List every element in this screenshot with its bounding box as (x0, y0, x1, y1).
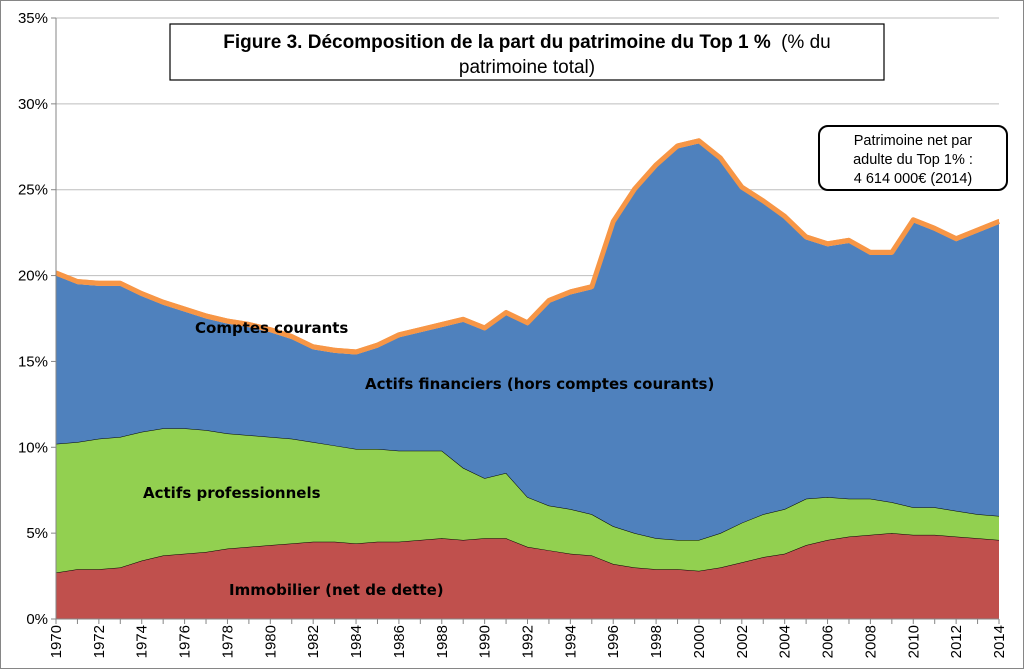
x-tick-label: 2004 (777, 625, 794, 658)
y-tick-label: 20% (18, 268, 48, 285)
annotation-line2: adulte du Top 1% : (853, 152, 973, 168)
x-tick-label: 1976 (177, 625, 194, 658)
x-tick-label: 1974 (134, 625, 151, 658)
x-tick-label: 1992 (520, 625, 537, 658)
y-tick-label: 0% (26, 611, 48, 628)
area-layers (55, 138, 1000, 619)
x-tick-label: 1998 (648, 625, 665, 658)
label-actifs-financiers: Actifs financiers (hors comptes courants… (365, 375, 714, 393)
title-bold: Figure 3. Décomposition de la part du pa… (223, 32, 771, 53)
x-tick-label: 1972 (91, 625, 108, 658)
y-axis-ticks: 0% 5% 10% 15% 20% 25% 30% 35% (18, 10, 57, 628)
y-tick-label: 30% (18, 96, 48, 113)
x-tick-label: 2008 (862, 625, 879, 658)
x-tick-label: 2012 (948, 625, 965, 658)
y-tick-label: 5% (26, 525, 48, 542)
x-tick-label: 1990 (477, 625, 494, 658)
annotation-line1: Patrimoine net par (854, 133, 973, 149)
x-tick-label: 2002 (734, 625, 751, 658)
x-tick-label: 2006 (820, 625, 837, 658)
x-tick-label: 2014 (991, 625, 1008, 658)
x-tick-label: 2000 (691, 625, 708, 658)
title-line2: patrimoine total) (459, 57, 595, 78)
comptes-courants-band (55, 138, 1000, 355)
area-actifs-2 (56, 143, 999, 541)
x-tick-label: 2010 (905, 625, 922, 658)
area-actifs-1 (56, 428, 999, 573)
title-box: Figure 3. Décomposition de la part du pa… (169, 23, 885, 81)
y-tick-label: 35% (18, 10, 48, 27)
label-immobilier: Immobilier (net de dette) (229, 581, 444, 599)
x-tick-label: 1988 (434, 625, 451, 658)
y-tick-label: 10% (18, 439, 48, 456)
x-tick-label: 1980 (262, 625, 279, 658)
x-tick-label: 1982 (305, 625, 322, 658)
x-tick-label: 1970 (48, 625, 65, 658)
x-tick-label: 1978 (219, 625, 236, 658)
title-rest: (% du (781, 32, 831, 53)
y-tick-label: 15% (18, 353, 48, 370)
x-tick-label: 1984 (348, 625, 365, 658)
area-immobilier-0 (56, 533, 999, 619)
x-axis-ticks: 1970 1972 1974 1976 1978 1980 1982 1984 1986 1988… (48, 618, 1008, 658)
x-tick-label: 1996 (605, 625, 622, 658)
label-actifs-professionnels: Actifs professionnels (143, 484, 321, 502)
x-tick-label: 1986 (391, 625, 408, 658)
annotation-box: Patrimoine net par adulte du Top 1% : 4 … (818, 125, 1008, 191)
svg-text:Figure 3. Décomposition de la: Figure 3. Décomposition de la part du pa… (223, 32, 830, 53)
annotation-line3: 4 614 000€ (2014) (854, 171, 973, 187)
x-tick-label: 1994 (562, 625, 579, 658)
y-tick-label: 25% (18, 182, 48, 199)
label-comptes-courants: Comptes courants (195, 319, 348, 337)
